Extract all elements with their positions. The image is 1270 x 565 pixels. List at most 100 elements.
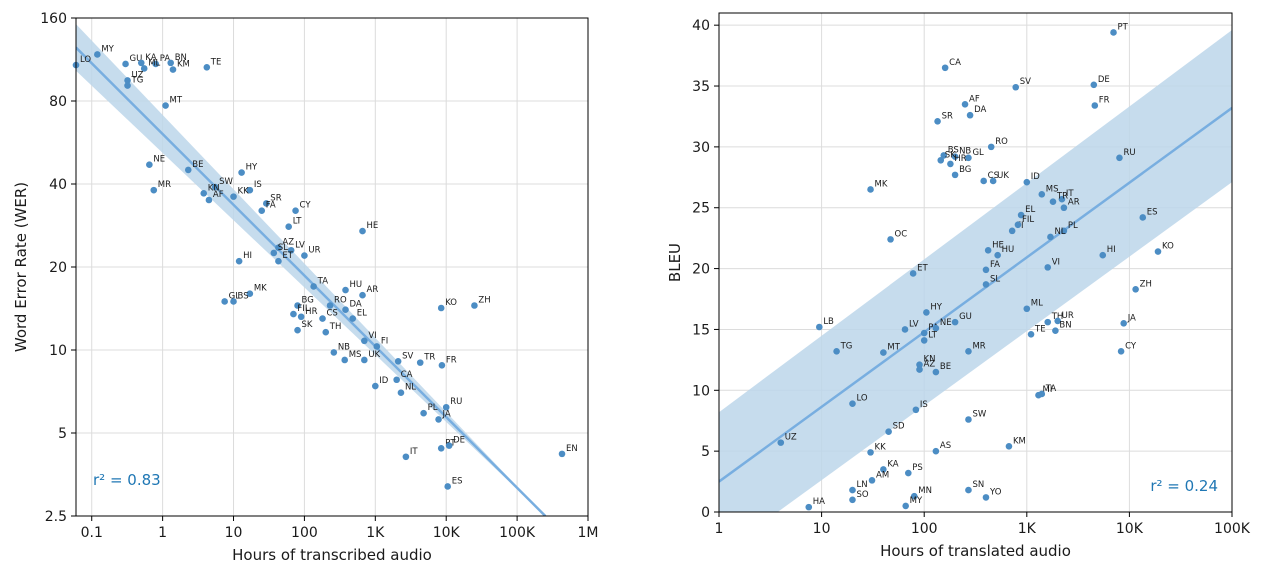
wer-point-label-en: EN	[566, 444, 578, 454]
wer-point-lv	[287, 246, 295, 254]
wer-point-label-sr: SR	[270, 193, 281, 203]
wer-point-label-es: ES	[452, 476, 463, 486]
bleu-x-tick-label: 1	[715, 521, 724, 537]
wer-point-label-tr: TR	[423, 353, 435, 363]
wer-point-et	[275, 257, 282, 265]
bleu-point-label-ja: JA	[1127, 313, 1136, 323]
wer-point-label-ms: MS	[349, 350, 362, 360]
wer-point-cs	[319, 315, 326, 322]
bleu-point-label-tg: TG	[840, 341, 853, 351]
bleu-point-gl	[965, 154, 972, 162]
wer-point-id	[372, 382, 379, 390]
bleu-point-be	[932, 368, 940, 376]
wer-point-hy	[238, 169, 245, 176]
bleu-point-label-mn: MN	[918, 486, 932, 496]
wer-point-label-tg: TG	[131, 76, 144, 86]
bleu-x-tick-label: 10	[813, 521, 831, 537]
wer-point-ta	[310, 283, 317, 290]
wer-fit-line	[76, 46, 547, 516]
wer-x-tick-label: 1M	[578, 525, 599, 541]
wer-point-label-ko: KO	[445, 298, 457, 308]
wer-point-mr	[150, 186, 158, 194]
wer-point-label-mt: MT	[170, 96, 183, 106]
bleu-point-label-bn: BN	[1059, 321, 1071, 331]
bleu-point-label-uz: UZ	[785, 433, 797, 443]
bleu-point-label-so: SO	[856, 490, 868, 500]
bleu-point-label-lt: LT	[928, 330, 938, 340]
wer-y-tick-label: 2.5	[45, 509, 67, 525]
wer-point-label-hu: HU	[350, 280, 363, 290]
wer-point-label-hy: HY	[246, 163, 258, 173]
wer-point-my	[94, 51, 101, 58]
wer-point-pa	[152, 60, 160, 68]
bleu-point-te	[1027, 331, 1035, 338]
bleu-point-label-ar: AR	[1068, 198, 1080, 208]
bleu-point-ln	[849, 486, 856, 494]
wer-point-label-sw: SW	[219, 177, 233, 187]
bleu-point-label-tr: TR	[1056, 192, 1068, 202]
bleu-y-tick-label: 35	[692, 79, 710, 95]
wer-point-label-ar: AR	[367, 285, 379, 295]
bleu-point-label-fil: FIL	[1022, 215, 1034, 225]
bleu-point-label-hi: HI	[1107, 245, 1116, 255]
bleu-ticks: 1 10 100 1K 10K 100K 0 5 10 15 20 25 30 35 40	[692, 18, 1251, 537]
bleu-point-ru	[1116, 154, 1123, 162]
bleu-point-hr	[947, 160, 954, 168]
bleu-point-sv	[1012, 83, 1020, 91]
bleu-point-mn	[910, 492, 918, 500]
bleu-point-label-el: EL	[1025, 205, 1035, 215]
bleu-point-label-oc: OC	[895, 229, 908, 239]
bleu-confidence-band	[719, 30, 1232, 512]
wer-point-label-ru: RU	[450, 397, 462, 407]
bleu-x-tick-label: 100K	[1214, 521, 1251, 537]
bleu-point-ha	[805, 503, 813, 511]
wer-point-ja	[435, 416, 442, 423]
wer-point-label-th: TH	[329, 322, 342, 332]
bleu-point-nb	[951, 153, 959, 160]
bleu-point-label-lo: LO	[856, 394, 867, 404]
wer-point-sw	[211, 183, 219, 191]
wer-point-fi	[373, 343, 381, 350]
bleu-point-ur	[1054, 317, 1061, 325]
bleu-point-gu	[951, 318, 959, 326]
bleu-point-ro	[987, 143, 995, 151]
bleu-point-label-he: HE	[992, 240, 1004, 250]
wer-point-kn	[200, 190, 208, 197]
bleu-point-he	[984, 247, 992, 254]
bleu-point-pa	[920, 329, 928, 337]
wer-point-label-sk: SK	[302, 320, 313, 330]
bleu-point-label-ur: UR	[1062, 311, 1074, 321]
bleu-point-ko	[1154, 248, 1162, 255]
wer-point-ko	[437, 304, 445, 312]
bleu-point-label-kn: KN	[924, 355, 936, 365]
bleu-point-label-mk: MK	[875, 179, 888, 189]
bleu-point-my	[902, 502, 909, 510]
bleu-point-label-is: IS	[920, 400, 928, 410]
bleu-r2-annotation: r² = 0.24	[1150, 477, 1218, 495]
bleu-y-tick-label: 0	[701, 505, 710, 521]
wer-point-az	[275, 244, 282, 251]
wer-x-tick-label: 0.1	[81, 525, 103, 541]
bleu-point-pt	[1110, 29, 1117, 36]
wer-x-tick-label: 100	[291, 525, 318, 541]
wer-point-he	[359, 227, 366, 235]
bleu-point-label-nl: NL	[1054, 227, 1065, 237]
bleu-point-label-bs: BS	[948, 145, 959, 155]
bleu-point-label-lb: LB	[823, 317, 834, 327]
wer-point-sk	[294, 326, 301, 334]
bleu-point-th	[1044, 318, 1052, 326]
bleu-point-label-ml: ML	[1031, 299, 1043, 309]
bleu-point-label-sk: SK	[945, 150, 956, 160]
bleu-point-bs	[940, 152, 948, 159]
wer-point-pt	[437, 445, 445, 452]
wer-point-nl	[397, 389, 405, 397]
wer-point-tr	[416, 359, 424, 366]
bleu-point-sn	[965, 486, 972, 494]
wer-point-nb	[330, 349, 338, 356]
bleu-point-ar	[1060, 204, 1068, 212]
bleu-point-label-ta: TA	[1045, 384, 1057, 394]
wer-point-el	[349, 315, 357, 322]
